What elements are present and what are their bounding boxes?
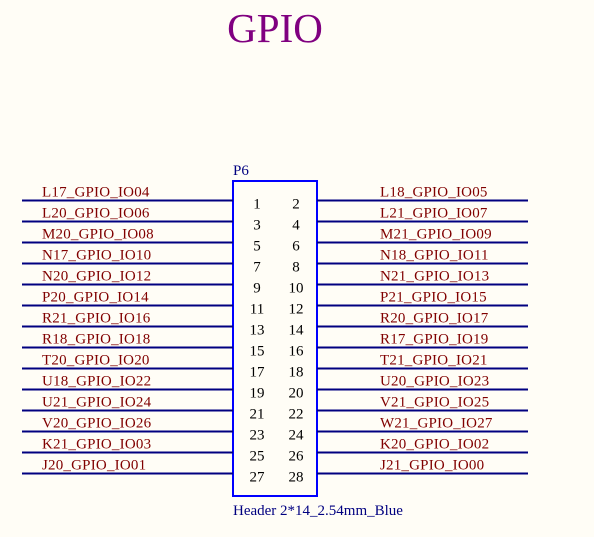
net-label: U18_GPIO_IO22 xyxy=(42,374,151,390)
left-pin-row: V20_GPIO_IO26 23 xyxy=(22,416,265,444)
left-pin-row: U18_GPIO_IO22 19 xyxy=(22,374,265,402)
left-pin-row: L17_GPIO_IO04 1 xyxy=(22,185,261,213)
net-label: U21_GPIO_IO24 xyxy=(42,395,152,411)
net-label: L21_GPIO_IO07 xyxy=(380,206,488,222)
pin-number: 27 xyxy=(250,470,266,486)
pin-number: 26 xyxy=(289,449,305,465)
component-ref: P6 xyxy=(233,163,249,179)
pin-number: 2 xyxy=(292,197,300,213)
right-pin-row: L21_GPIO_IO07 4 xyxy=(292,206,528,234)
component-value: Header 2*14_2.54mm_Blue xyxy=(233,503,403,519)
pin-number: 25 xyxy=(250,449,265,465)
net-label: L17_GPIO_IO04 xyxy=(42,185,150,201)
left-pin-row: L20_GPIO_IO06 3 xyxy=(22,206,261,234)
right-pin-row: R17_GPIO_IO19 16 xyxy=(289,332,528,360)
net-label: T21_GPIO_IO21 xyxy=(380,353,488,369)
net-label: N21_GPIO_IO13 xyxy=(380,269,489,285)
right-pin-row: T21_GPIO_IO21 18 xyxy=(289,353,528,381)
pin-number: 20 xyxy=(289,386,304,402)
pin-number: 21 xyxy=(250,407,265,423)
left-pin-row: R18_GPIO_IO18 15 xyxy=(22,332,265,360)
left-pin-row: U21_GPIO_IO24 21 xyxy=(22,395,265,423)
net-label: R20_GPIO_IO17 xyxy=(380,311,489,327)
net-label: N17_GPIO_IO10 xyxy=(42,248,151,264)
right-pin-row: M21_GPIO_IO09 6 xyxy=(292,227,528,255)
diagram-title: GPIO xyxy=(227,5,323,51)
right-pin-row: R20_GPIO_IO17 14 xyxy=(289,311,528,339)
net-label: P20_GPIO_IO14 xyxy=(42,290,149,306)
pin-number: 24 xyxy=(289,428,305,444)
left-pin-row: P20_GPIO_IO14 11 xyxy=(22,290,264,318)
pin-number: 14 xyxy=(289,323,305,339)
right-pin-row: P21_GPIO_IO15 12 xyxy=(289,290,528,318)
left-pin-row: M20_GPIO_IO08 5 xyxy=(22,227,261,255)
net-label: M20_GPIO_IO08 xyxy=(42,227,154,243)
left-pin-row: J20_GPIO_IO01 27 xyxy=(22,458,265,486)
net-label: N20_GPIO_IO12 xyxy=(42,269,151,285)
net-label: W21_GPIO_IO27 xyxy=(380,416,493,432)
pin-number: 18 xyxy=(289,365,304,381)
right-pin-group: L18_GPIO_IO052L21_GPIO_IO074M21_GPIO_IO0… xyxy=(289,185,528,486)
pin-number: 13 xyxy=(250,323,265,339)
net-label: K21_GPIO_IO03 xyxy=(42,437,151,453)
pin-number: 9 xyxy=(253,281,261,297)
net-label: U20_GPIO_IO23 xyxy=(380,374,489,390)
net-label: M21_GPIO_IO09 xyxy=(380,227,492,243)
left-pin-group: L17_GPIO_IO041L20_GPIO_IO063M20_GPIO_IO0… xyxy=(22,185,265,486)
net-label: J21_GPIO_IO00 xyxy=(380,458,484,474)
pin-number: 15 xyxy=(250,344,265,360)
pin-number: 10 xyxy=(289,281,304,297)
net-label: L18_GPIO_IO05 xyxy=(380,185,488,201)
right-pin-row: V21_GPIO_IO25 22 xyxy=(289,395,528,423)
net-label: V21_GPIO_IO25 xyxy=(380,395,489,411)
left-pin-row: K21_GPIO_IO03 25 xyxy=(22,437,265,465)
right-pin-row: J21_GPIO_IO00 28 xyxy=(289,458,528,486)
pin-number: 22 xyxy=(289,407,304,423)
left-pin-row: R21_GPIO_IO16 13 xyxy=(22,311,265,339)
right-pin-row: K20_GPIO_IO02 26 xyxy=(289,437,528,465)
net-label: R17_GPIO_IO19 xyxy=(380,332,488,348)
right-pin-row: U20_GPIO_IO23 20 xyxy=(289,374,528,402)
left-pin-row: N17_GPIO_IO10 7 xyxy=(22,248,261,276)
left-pin-row: T20_GPIO_IO20 17 xyxy=(22,353,265,381)
right-pin-row: N21_GPIO_IO13 10 xyxy=(289,269,528,297)
net-label: K20_GPIO_IO02 xyxy=(380,437,489,453)
pin-number: 1 xyxy=(253,197,261,213)
pin-number: 11 xyxy=(250,302,264,318)
net-label: P21_GPIO_IO15 xyxy=(380,290,487,306)
net-label: V20_GPIO_IO26 xyxy=(42,416,152,432)
pin-number: 7 xyxy=(253,260,261,276)
pin-number: 17 xyxy=(250,365,266,381)
pin-number: 23 xyxy=(250,428,265,444)
right-pin-row: W21_GPIO_IO27 24 xyxy=(289,416,528,444)
pin-number: 8 xyxy=(292,260,300,276)
net-label: R18_GPIO_IO18 xyxy=(42,332,150,348)
net-label: L20_GPIO_IO06 xyxy=(42,206,150,222)
pin-number: 4 xyxy=(292,218,300,234)
pin-number: 28 xyxy=(289,470,304,486)
left-pin-row: N20_GPIO_IO12 9 xyxy=(22,269,261,297)
pin-number: 6 xyxy=(292,239,300,255)
pin-number: 3 xyxy=(253,218,261,234)
right-pin-row: L18_GPIO_IO05 2 xyxy=(292,185,528,213)
pin-number: 5 xyxy=(253,239,261,255)
header-body xyxy=(232,180,318,497)
net-label: T20_GPIO_IO20 xyxy=(42,353,150,369)
pin-number: 12 xyxy=(289,302,304,318)
net-label: N18_GPIO_IO11 xyxy=(380,248,489,264)
net-label: R21_GPIO_IO16 xyxy=(42,311,151,327)
pin-number: 19 xyxy=(250,386,265,402)
right-pin-row: N18_GPIO_IO11 8 xyxy=(292,248,528,276)
net-label: J20_GPIO_IO01 xyxy=(42,458,146,474)
pin-number: 16 xyxy=(289,344,305,360)
